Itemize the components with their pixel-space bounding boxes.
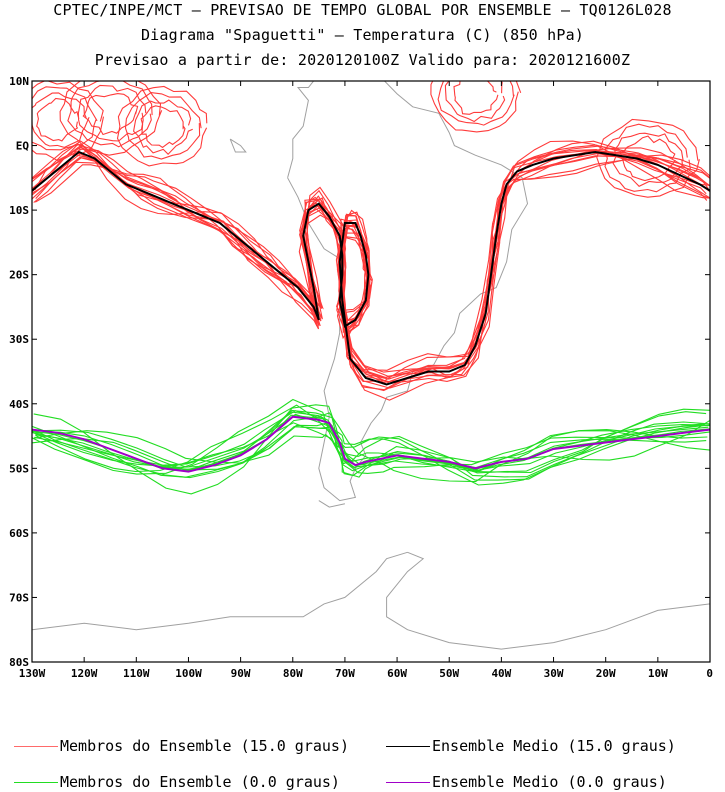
legend-swatch-member0 <box>14 781 58 783</box>
x-tick-label: 70W <box>335 667 355 680</box>
x-tick-label: 10W <box>648 667 668 680</box>
means-layer <box>32 150 710 473</box>
legend-label-member15: Membros do Ensemble (15.0 graus) <box>60 737 349 755</box>
ensemble-member-loop <box>59 81 163 156</box>
y-tick-label: 30S <box>9 333 29 346</box>
ensemble-member-loop <box>67 81 153 148</box>
ensemble-mean-15-line <box>32 150 710 386</box>
ensemble-member-loop <box>124 92 202 160</box>
legend-swatch-mean0 <box>386 781 430 783</box>
ensemble-member-line <box>34 140 710 392</box>
ensemble-member-line <box>35 404 707 477</box>
legend-label-mean15: Ensemble Medio (15.0 graus) <box>432 737 676 755</box>
x-tick-label: 30W <box>544 667 564 680</box>
legend-swatch-mean15 <box>386 745 430 747</box>
ensemble-member-loop <box>453 81 499 115</box>
x-tick-label: 90W <box>231 667 251 680</box>
ensemble-member-loop <box>82 93 139 136</box>
legend-mean15: Ensemble Medio (15.0 graus) <box>386 737 676 755</box>
coastline <box>229 138 247 153</box>
x-tick-label: 100W <box>175 667 202 680</box>
coastline <box>32 551 408 631</box>
ensemble-member-line <box>32 154 710 383</box>
legend-swatch-member15 <box>14 745 58 747</box>
coastline <box>386 551 710 650</box>
members-0-layer <box>32 398 710 495</box>
y-axis: 10N EQ 10S 20S 30S 40S 50S 60S 70S 80S <box>9 75 710 669</box>
ensemble-member-line <box>33 430 710 473</box>
ensemble-member-line <box>33 404 710 495</box>
y-tick-label: 70S <box>9 591 29 604</box>
legend-label-member0: Membros do Ensemble (0.0 graus) <box>60 773 340 791</box>
y-tick-label: 10N <box>9 75 29 88</box>
coastline <box>318 500 346 508</box>
x-tick-label: 0 <box>706 667 713 680</box>
ensemble-member-loop <box>430 81 522 133</box>
ensemble-member-loop <box>596 118 700 198</box>
ensemble-member-loop <box>140 105 186 149</box>
x-tick-label: 60W <box>387 667 407 680</box>
ensemble-member-loop <box>437 81 515 126</box>
ensemble-member-loop <box>77 84 147 142</box>
y-tick-label: 50S <box>9 462 29 475</box>
ensemble-member-loop <box>36 97 80 142</box>
x-tick-label: 110W <box>123 667 150 680</box>
x-tick-label: 80W <box>283 667 303 680</box>
y-tick-label: 20S <box>9 269 29 282</box>
ensemble-mean-0-line <box>32 415 710 473</box>
legend-member0: Membros do Ensemble (0.0 graus) <box>14 773 340 791</box>
y-tick-label: 10S <box>9 204 29 217</box>
legend-member15: Membros do Ensemble (15.0 graus) <box>14 737 349 755</box>
x-tick-label: 120W <box>71 667 98 680</box>
x-tick-label: 20W <box>596 667 616 680</box>
y-tick-label: 80S <box>9 656 29 669</box>
y-tick-label: 40S <box>9 398 29 411</box>
chart-title-line2: Diagrama "Spaguetti" – Temperatura (C) (… <box>140 26 585 44</box>
ensemble-member-loop <box>116 85 208 167</box>
y-tick-label: EQ <box>16 140 30 153</box>
ensemble-member-line <box>32 398 710 478</box>
x-tick-label: 40W <box>491 667 511 680</box>
x-tick-label: 130W <box>19 667 46 680</box>
plot-frame <box>31 80 711 663</box>
members-15-layer <box>32 81 710 401</box>
y-tick-label: 60S <box>9 527 29 540</box>
chart-title-line3: Previsao a partir de: 2020120100Z Valido… <box>94 51 631 69</box>
ensemble-member-loop <box>612 132 684 187</box>
x-tick-label: 50W <box>439 667 459 680</box>
x-axis: 130W 120W 110W 100W 90W 80W 70W 60W 50W 40W 30W 20W… <box>19 81 713 680</box>
ensemble-member-line <box>32 152 708 401</box>
legend-label-mean0: Ensemble Medio (0.0 graus) <box>432 773 667 791</box>
legend-mean0: Ensemble Medio (0.0 graus) <box>386 773 667 791</box>
ensemble-member-loop <box>133 99 193 155</box>
ensemble-member-loop <box>444 81 506 123</box>
coastline-layer <box>32 81 710 650</box>
ensemble-member-loop <box>604 123 691 193</box>
ensemble-member-line <box>32 421 710 478</box>
chart-title-line1: CPTEC/INPE/MCT – PREVISAO DE TEMPO GLOBA… <box>53 1 672 19</box>
ensemble-member-line <box>32 426 707 469</box>
coastline <box>287 81 529 502</box>
